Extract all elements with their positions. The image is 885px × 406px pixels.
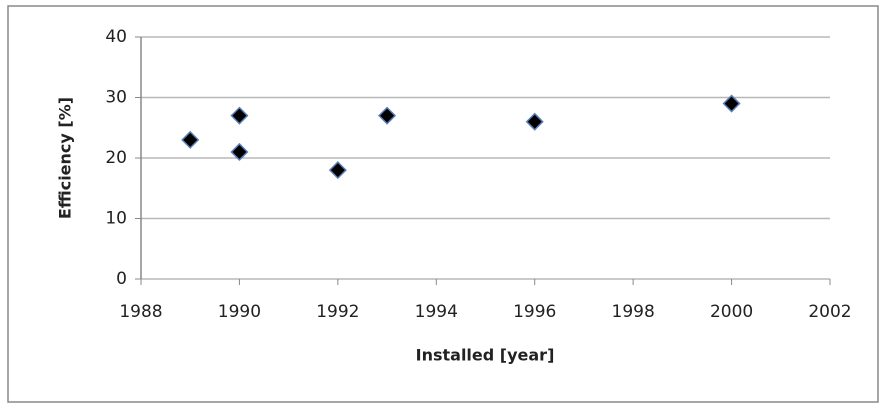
data-point	[230, 106, 249, 125]
x-tick-label: 1996	[513, 302, 556, 322]
x-axis-label: Installed [year]	[416, 346, 555, 365]
y-axis-label: Efficiency [%]	[56, 97, 75, 219]
x-tick-label: 2000	[710, 302, 753, 322]
data-point	[181, 130, 200, 149]
x-tick-label: 1990	[218, 302, 261, 322]
y-tick-label: 20	[105, 148, 127, 168]
data-point	[328, 161, 347, 180]
y-tick-label: 30	[105, 88, 127, 108]
y-tick-label: 0	[116, 269, 127, 289]
x-tick-label: 1988	[119, 302, 162, 322]
x-tick-label: 1992	[316, 302, 359, 322]
data-point	[378, 106, 397, 125]
y-tick-label: 10	[105, 209, 127, 229]
x-tick-label: 1998	[612, 302, 655, 322]
chart-frame	[7, 5, 879, 403]
y-tick-label: 40	[105, 27, 127, 47]
data-point	[230, 142, 249, 162]
data-point	[525, 112, 544, 131]
x-tick-label: 1994	[415, 302, 458, 322]
x-tick-label: 2002	[808, 302, 851, 322]
data-point	[722, 94, 741, 113]
